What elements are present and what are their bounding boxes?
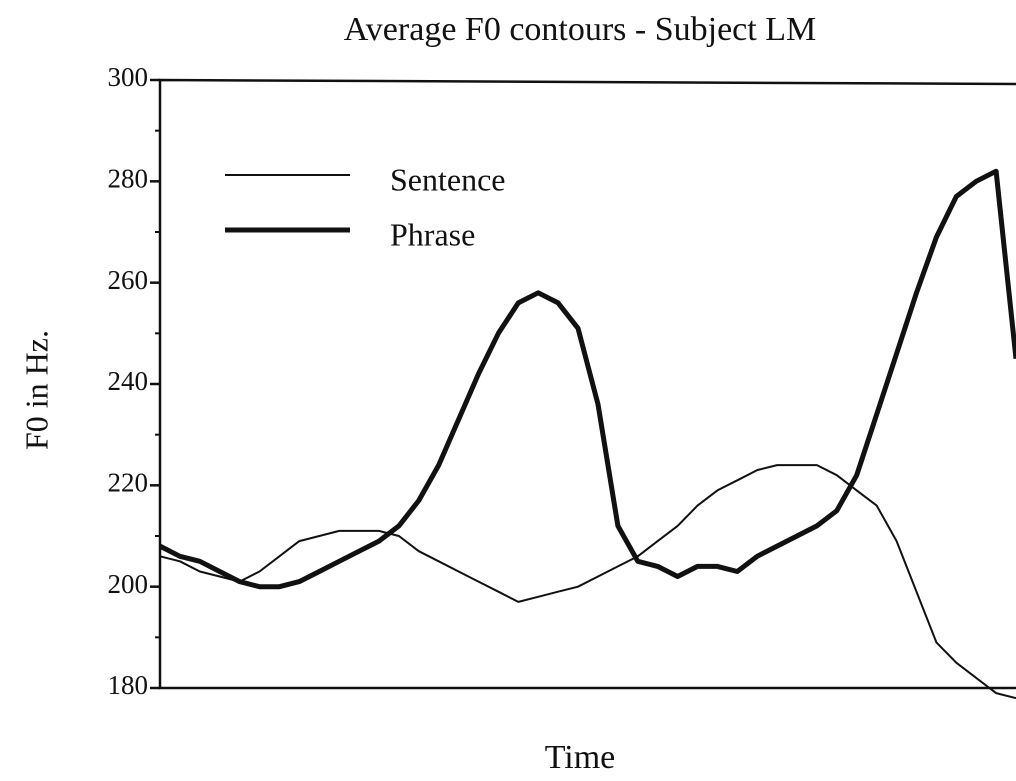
chart-title: Average F0 contours - Subject LM (344, 11, 816, 48)
legend-label: Phrase (390, 216, 475, 252)
y-tick-label: 280 (108, 164, 149, 194)
line-series (159, 464, 1016, 700)
y-axis-label: F0 in Hz. (18, 330, 54, 450)
y-tick-label: 240 (108, 366, 149, 396)
y-tick-label: 200 (108, 569, 149, 599)
y-tick-label: 180 (108, 670, 149, 700)
x-axis-label: Time (545, 739, 616, 776)
legend-label: Sentence (390, 161, 506, 197)
y-tick-label: 260 (108, 265, 149, 295)
y-tick-label: 220 (108, 468, 149, 498)
y-tick-label: 300 (108, 62, 149, 92)
line-series (158, 168, 1016, 590)
